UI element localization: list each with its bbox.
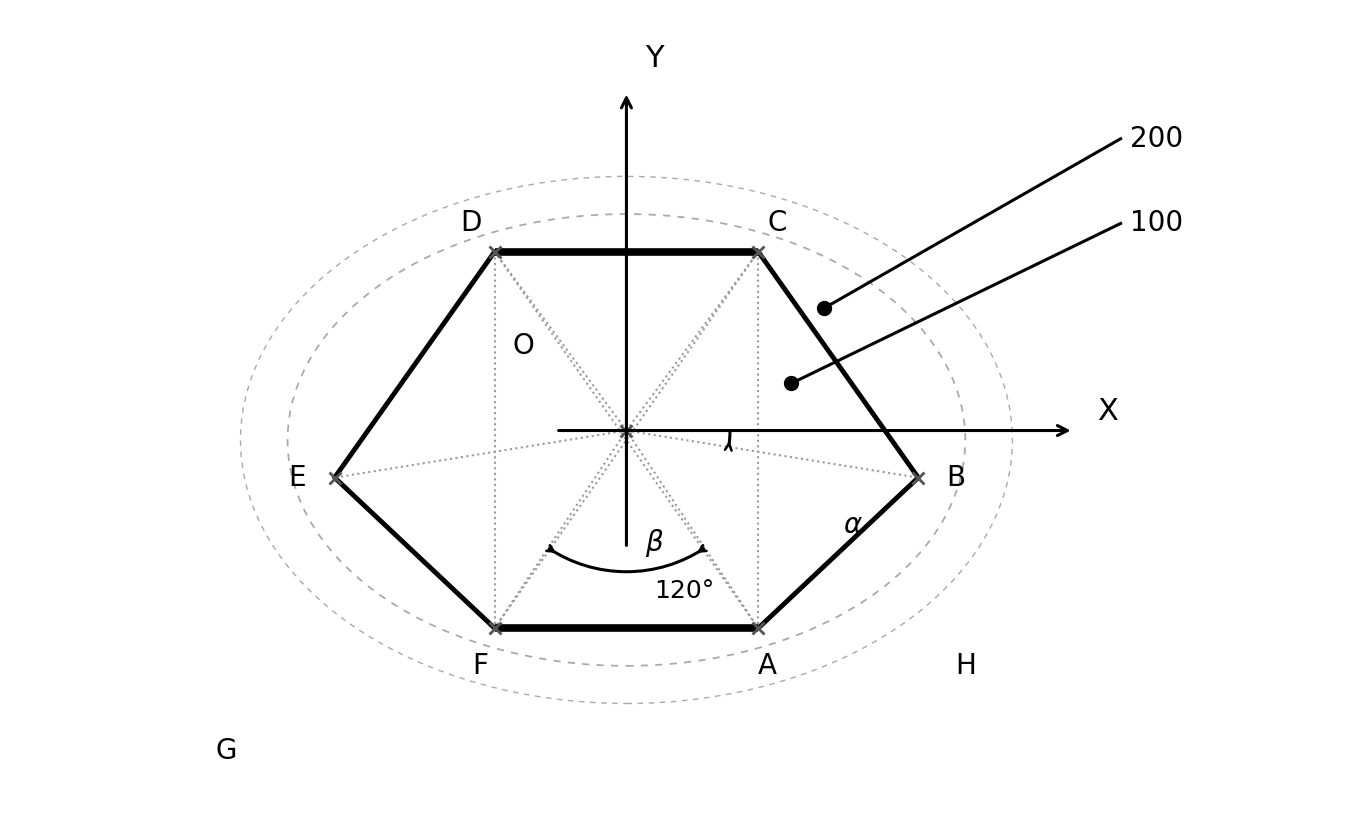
Text: G: G (216, 737, 237, 764)
Text: B: B (947, 464, 966, 492)
Text: 200: 200 (1130, 125, 1183, 153)
Text: 100: 100 (1130, 209, 1183, 238)
Text: A: A (758, 652, 777, 680)
Text: F: F (473, 652, 489, 680)
Point (780, 377, 801, 390)
Text: D: D (461, 209, 482, 238)
Text: Y: Y (645, 44, 664, 72)
Text: E: E (288, 464, 306, 492)
Text: X: X (1096, 397, 1118, 427)
Text: $\beta$: $\beta$ (645, 527, 664, 559)
Text: O: O (512, 332, 533, 360)
Text: C: C (768, 209, 787, 238)
Point (814, 302, 835, 315)
Text: $\alpha$: $\alpha$ (843, 510, 863, 539)
Text: H: H (955, 652, 975, 680)
Text: 120°: 120° (655, 579, 715, 602)
